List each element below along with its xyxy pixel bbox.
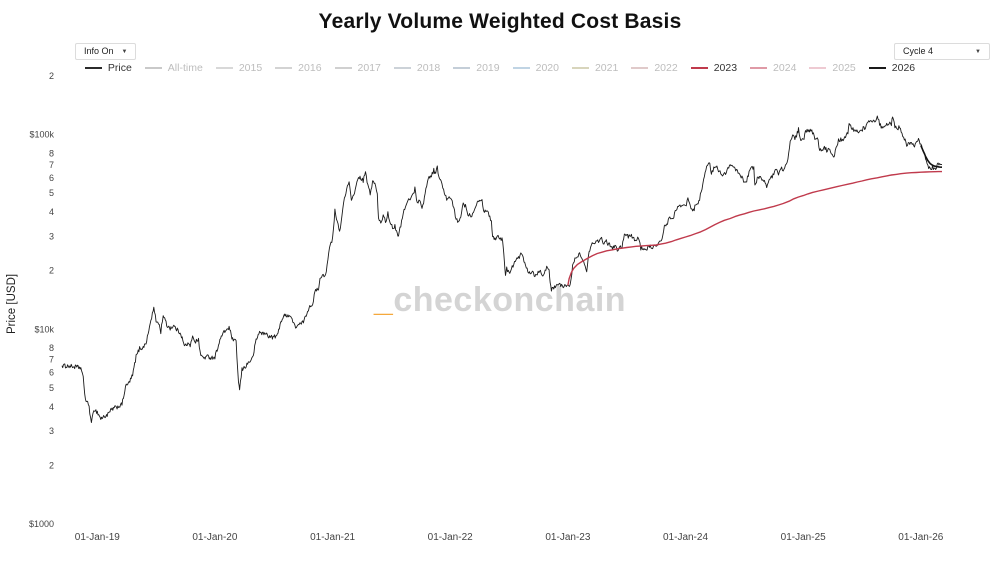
info-toggle-dropdown[interactable]: Info On ▼: [75, 43, 137, 60]
legend-item-2018[interactable]: 2018: [393, 62, 441, 74]
x-tick-label: 01-Jan-21: [310, 532, 355, 543]
chevron-down-icon: ▼: [121, 48, 128, 55]
y-tick-label: 3: [49, 231, 54, 241]
legend-swatch: [453, 67, 471, 69]
x-tick-label: 01-Jan-25: [781, 532, 826, 543]
x-tick-label: 01-Jan-24: [663, 532, 708, 543]
legend-label: 2015: [238, 62, 263, 74]
series-line-2026: [920, 145, 943, 168]
x-tick-label: 01-Jan-22: [428, 532, 473, 543]
legend-swatch: [750, 67, 768, 69]
legend-label: 2022: [654, 62, 678, 74]
y-tick-label: $1000: [29, 519, 54, 529]
legend-swatch: [275, 67, 293, 69]
legend-label: 2021: [594, 62, 619, 74]
y-tick-label: 4: [49, 402, 54, 412]
watermark: _checkonchain: [0, 281, 1000, 320]
chevron-down-icon: ▼: [975, 48, 981, 55]
legend-swatch: [631, 67, 649, 69]
legend-swatch: [868, 67, 886, 69]
y-tick-label: 8: [49, 343, 54, 353]
legend-label: 2016: [298, 62, 322, 74]
y-tick-label: 7: [49, 355, 54, 365]
legend-item-all-time[interactable]: All-time: [144, 62, 203, 74]
y-tick-label: $100k: [29, 130, 54, 140]
legend-swatch: [393, 67, 411, 69]
legend-swatch: [84, 67, 102, 69]
legend-item-2021[interactable]: 2021: [571, 62, 619, 74]
legend-label: 2018: [416, 62, 441, 74]
chart-title: Yearly Volume Weighted Cost Basis: [318, 10, 682, 33]
watermark-underscore-icon: _: [373, 281, 394, 319]
y-tick-label: 2: [49, 460, 54, 470]
y-tick-label: 5: [49, 383, 54, 393]
legend-item-2022[interactable]: 2022: [631, 62, 678, 74]
legend-swatch: [690, 67, 708, 69]
legend-item-2020[interactable]: 2020: [512, 62, 559, 74]
legend-label: 2019: [476, 62, 500, 74]
watermark-text: checkonchain: [393, 281, 627, 319]
y-axis-title: Price [USD]: [6, 273, 18, 334]
legend-swatch: [144, 67, 162, 69]
y-tick-label: 3: [49, 426, 54, 436]
legend-label: 2025: [832, 62, 856, 74]
cycle-select-dropdown[interactable]: Cycle 4 ▼: [894, 43, 990, 60]
legend-label: 2020: [535, 62, 559, 74]
y-tick-label: 6: [49, 173, 54, 183]
cycle-dropdown-label: Cycle 4: [903, 46, 934, 56]
legend-label: 2024: [773, 62, 797, 74]
y-tick-label: 7: [49, 160, 54, 170]
legend-item-2017[interactable]: 2017: [334, 62, 381, 74]
legend-label: Price: [107, 62, 132, 74]
legend-item-price[interactable]: Price: [84, 62, 132, 74]
y-tick-label: 2: [49, 71, 54, 81]
legend-swatch: [334, 67, 352, 69]
legend-item-2025[interactable]: 2025: [809, 62, 856, 74]
x-tick-label: 01-Jan-23: [545, 532, 590, 543]
y-tick-label: 2: [49, 266, 54, 276]
legend-item-2026[interactable]: 2026: [868, 62, 916, 74]
x-tick-label: 01-Jan-26: [898, 532, 943, 543]
info-dropdown-label: Info On: [84, 46, 114, 56]
legend-swatch: [809, 67, 827, 69]
y-tick-label: $10k: [34, 324, 54, 334]
y-tick-label: 6: [49, 368, 54, 378]
legend-label: All-time: [167, 62, 203, 74]
legend-label: 2017: [357, 62, 381, 74]
x-tick-label: 01-Jan-20: [192, 532, 237, 543]
legend-item-2019[interactable]: 2019: [453, 62, 500, 74]
legend-label: 2026: [891, 62, 916, 74]
x-tick-label: 01-Jan-19: [75, 532, 120, 543]
legend-item-2016[interactable]: 2016: [275, 62, 322, 74]
series-line-price: [61, 115, 943, 424]
legend-item-2024[interactable]: 2024: [750, 62, 796, 74]
series-line-2023: [567, 170, 942, 286]
legend-item-2023[interactable]: 2023: [690, 62, 738, 74]
legend-swatch: [571, 67, 589, 69]
legend-swatch: [215, 67, 233, 69]
y-tick-label: 8: [49, 149, 54, 159]
legend-item-2015[interactable]: 2015: [215, 62, 263, 74]
y-tick-label: 4: [49, 207, 54, 217]
legend: Price All-time 2015 2016 2017 2018 2019 2020 202…: [0, 62, 1000, 74]
y-tick-label: 5: [49, 188, 54, 198]
legend-swatch: [512, 67, 530, 69]
legend-label: 2023: [713, 62, 738, 74]
